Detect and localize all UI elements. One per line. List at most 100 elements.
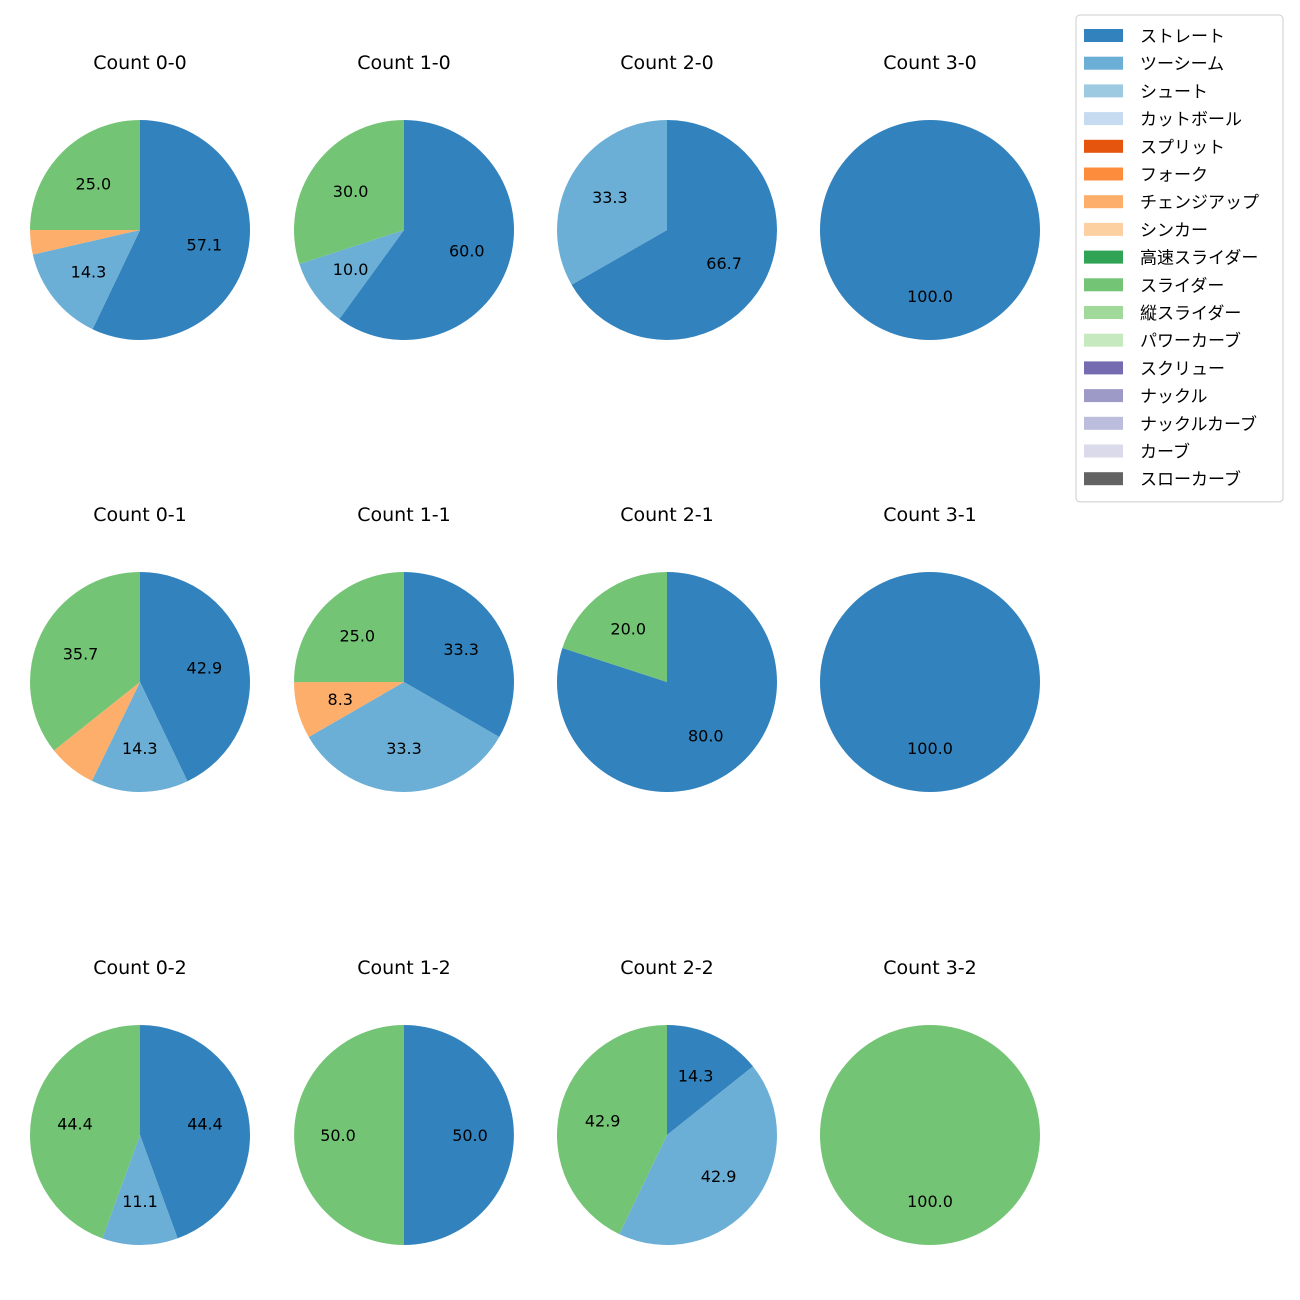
- pie-label-count-1-2-1: 50.0: [320, 1126, 356, 1145]
- chart-title-count-3-0: Count 3-0: [883, 52, 977, 74]
- pie-slice-count-2-1-0: [556, 572, 777, 792]
- pie-label-count-1-1-2: 8.3: [328, 690, 353, 709]
- pie-slice-count-1-2-1: [294, 1025, 404, 1245]
- pie-label-count-0-1-3: 35.7: [63, 644, 99, 663]
- pie-slice-count-0-0-3: [30, 120, 140, 230]
- pie-slice-count-0-1-1: [91, 682, 188, 792]
- legend-label-1: ツーシーム: [1140, 55, 1224, 75]
- pie-slice-count-0-2-1: [102, 1135, 178, 1246]
- pie-slice-count-1-1-1: [308, 682, 500, 792]
- pie-slice-count-1-1-0: [404, 572, 514, 737]
- pie-slice-count-1-1-3: [293, 572, 404, 683]
- legend-swatch-2: [1084, 84, 1123, 98]
- legend-swatch-3: [1084, 112, 1123, 126]
- chart-title-count-0-1: Count 0-1: [93, 504, 187, 526]
- legend-label-9: スライダー: [1140, 276, 1224, 296]
- chart-title-count-1-0: Count 1-0: [357, 52, 451, 74]
- pie-slice-count-0-1-3: [30, 571, 140, 751]
- pie-slice-count-1-2-0: [404, 1025, 514, 1245]
- legend-swatch-10: [1084, 306, 1123, 319]
- legend-swatch-13: [1084, 389, 1123, 403]
- legend-label-6: チェンジアップ: [1140, 193, 1259, 213]
- pie-slice-count-0-1-0: [140, 572, 250, 782]
- legend-label-2: シュート: [1140, 82, 1208, 102]
- legend-label-0: ストレート: [1140, 27, 1225, 47]
- legend-label-16: スローカーブ: [1140, 469, 1241, 490]
- pie-label-count-2-2-0: 14.3: [678, 1067, 714, 1086]
- legend-swatch-14: [1084, 416, 1123, 430]
- chart-title-count-3-2: Count 3-2: [883, 957, 977, 979]
- chart-title-count-2-2: Count 2-2: [620, 957, 714, 979]
- pie-label-count-2-1-0: 80.0: [688, 726, 724, 745]
- pie-label-count-1-1-0: 33.3: [443, 640, 479, 659]
- pie-label-count-2-1-1: 20.0: [610, 620, 646, 639]
- legend-swatch-16: [1084, 472, 1123, 486]
- chart-title-count-0-0: Count 0-0: [93, 52, 187, 74]
- pie-slice-count-0-2-2: [29, 1025, 140, 1239]
- legend-swatch-6: [1084, 195, 1123, 209]
- pie-label-count-0-0-1: 14.3: [71, 262, 107, 281]
- pie-label-count-3-0-0: 100.0: [907, 287, 953, 306]
- legend-swatch-1: [1084, 56, 1123, 70]
- legend-label-4: スプリット: [1140, 138, 1225, 158]
- pie-label-count-0-2-0: 44.4: [187, 1115, 223, 1134]
- pie-slice-count-0-0-0: [92, 120, 251, 340]
- chart-title-count-0-2: Count 0-2: [93, 957, 187, 979]
- pie-slice-count-0-1-2: [53, 682, 140, 781]
- chart-title-count-1-2: Count 1-2: [357, 957, 451, 979]
- pie-label-count-3-1-0: 100.0: [907, 739, 953, 758]
- legend-label-8: 高速スライダー: [1140, 249, 1258, 269]
- pie-label-count-1-0-1: 10.0: [333, 260, 369, 279]
- legend-swatch-12: [1084, 361, 1123, 375]
- pie-label-count-1-2-0: 50.0: [452, 1126, 488, 1145]
- pie-slice-count-0-2-0: [140, 1025, 251, 1239]
- pie-label-count-2-0-0: 66.7: [706, 254, 742, 273]
- pie-slice-count-1-0-0: [339, 120, 514, 340]
- pie-label-count-1-1-3: 25.0: [339, 626, 375, 645]
- chart-title-count-2-1: Count 2-1: [620, 504, 714, 526]
- pie-slice-count-2-2-1: [619, 1066, 777, 1246]
- pie-slice-count-1-1-2: [294, 682, 404, 737]
- legend-swatch-15: [1084, 444, 1123, 458]
- legend-label-12: スクリュー: [1140, 359, 1225, 379]
- pie-slice-count-0-0-1: [32, 230, 140, 330]
- pie-label-count-1-0-2: 30.0: [333, 182, 369, 201]
- legend-label-15: カーブ: [1140, 442, 1190, 463]
- pie-label-count-1-1-1: 33.3: [386, 739, 422, 758]
- pie-label-count-0-2-2: 44.4: [57, 1115, 93, 1134]
- pie-label-count-1-0-0: 60.0: [449, 241, 485, 260]
- pie-label-count-0-0-3: 25.0: [76, 174, 112, 193]
- pie-label-count-2-2-2: 42.9: [585, 1111, 621, 1130]
- chart-title-count-1-1: Count 1-1: [357, 504, 451, 526]
- legend-swatch-5: [1084, 167, 1123, 181]
- legend-swatch-7: [1084, 222, 1123, 236]
- pie-slice-count-3-2-0: [820, 1025, 1040, 1245]
- chart-title-count-3-1: Count 3-1: [883, 504, 977, 526]
- pie-label-count-0-1-1: 14.3: [122, 739, 158, 758]
- legend-swatch-4: [1084, 139, 1123, 153]
- pie-label-count-2-0-1: 33.3: [592, 188, 628, 207]
- legend-box: [1075, 14, 1284, 503]
- pie-slice-count-2-0-0: [571, 120, 777, 340]
- legend-swatch-0: [1084, 29, 1123, 42]
- pie-label-count-0-2-1: 11.1: [122, 1192, 158, 1211]
- legend-label-7: シンカー: [1140, 221, 1208, 241]
- pie-label-count-3-2-0: 100.0: [907, 1192, 953, 1211]
- pie-slice-count-1-0-1: [299, 230, 404, 319]
- legend-label-11: パワーカーブ: [1140, 331, 1241, 352]
- pie-slice-count-0-0-2: [30, 230, 140, 255]
- legend-swatch-11: [1084, 333, 1123, 347]
- legend-swatch-8: [1084, 250, 1123, 264]
- pie-label-count-0-1-0: 42.9: [187, 658, 223, 677]
- pie-slice-count-3-1-0: [820, 572, 1040, 792]
- legend-label-3: カットボール: [1140, 110, 1242, 130]
- legend-label-13: ナックル: [1140, 387, 1208, 407]
- pie-label-count-2-2-1: 42.9: [701, 1167, 737, 1186]
- pie-label-count-0-0-0: 57.1: [187, 236, 223, 255]
- pie-slice-count-2-2-0: [667, 1025, 753, 1135]
- pie-slice-count-3-0-0: [820, 120, 1040, 340]
- legend-label-14: ナックルカーブ: [1140, 414, 1257, 435]
- legend-swatch-9: [1084, 278, 1123, 292]
